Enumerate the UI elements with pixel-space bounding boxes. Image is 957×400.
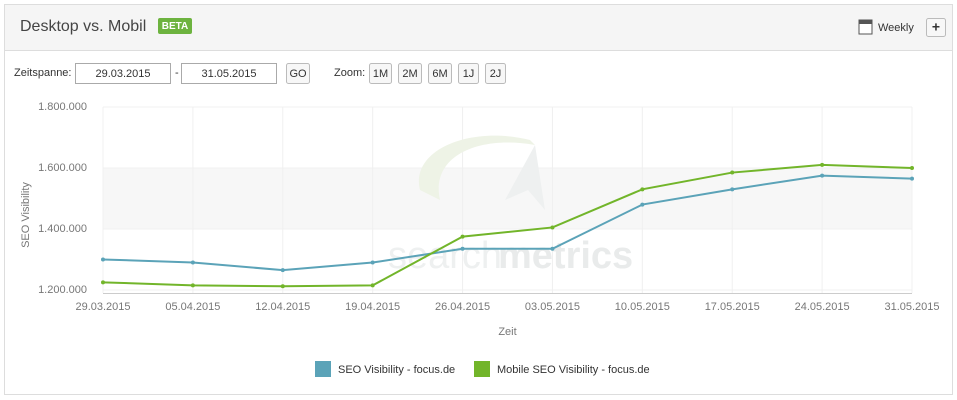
data-point xyxy=(101,257,105,262)
zoom-button[interactable] xyxy=(398,63,422,84)
calendar-icon-top xyxy=(859,20,872,24)
data-point xyxy=(640,187,645,192)
x-tick-label: 12.04.2015 xyxy=(255,301,310,313)
zoom-button[interactable] xyxy=(458,63,479,84)
data-point xyxy=(820,162,825,167)
zoom-label: 6M xyxy=(432,68,447,80)
zoom-label: Zoom: xyxy=(334,67,365,79)
data-point xyxy=(101,280,105,285)
data-point xyxy=(190,283,195,288)
to-input[interactable] xyxy=(181,63,277,84)
data-point xyxy=(370,260,375,265)
add-button[interactable] xyxy=(926,18,946,37)
data-point xyxy=(640,202,645,207)
range-label: Zeitspanne: xyxy=(14,67,71,79)
watermark-arrow xyxy=(505,145,545,210)
panel-header xyxy=(5,5,952,50)
x-tick-label: 10.05.2015 xyxy=(615,301,670,313)
go-button[interactable] xyxy=(286,63,310,84)
data-point xyxy=(730,170,735,175)
zoom-label: 2J xyxy=(490,68,502,80)
from-value: 29.03.2015 xyxy=(95,68,150,80)
zoom-button[interactable] xyxy=(369,63,392,84)
y-axis-title: SEO Visibility xyxy=(20,182,32,248)
beta-badge xyxy=(158,18,192,34)
zoom-button[interactable] xyxy=(485,63,506,84)
legend-item[interactable]: Mobile SEO Visibility - focus.de xyxy=(474,361,650,377)
x-tick-label: 05.04.2015 xyxy=(165,301,220,313)
go-label: GO xyxy=(289,68,307,80)
y-tick-label: 1.800.000 xyxy=(38,101,87,113)
add-label: + xyxy=(932,19,940,35)
data-point xyxy=(910,176,914,181)
range-separator: - xyxy=(175,67,179,79)
x-tick-label: 19.04.2015 xyxy=(345,301,400,313)
from-input[interactable] xyxy=(75,63,171,84)
zoom-label: 1M xyxy=(373,68,388,80)
data-point xyxy=(460,246,465,251)
data-point xyxy=(910,165,914,170)
data-point xyxy=(460,234,465,239)
weekly-label: Weekly xyxy=(878,22,914,34)
zoom-buttons: 1M 2M 6M 1J 2J xyxy=(369,63,506,84)
y-tick-label: 1.600.000 xyxy=(38,162,87,174)
legend-label: SEO Visibility - focus.de xyxy=(338,364,455,376)
x-tick-label: 31.05.2015 xyxy=(884,301,939,313)
legend-item[interactable]: SEO Visibility - focus.de xyxy=(315,361,455,377)
legend-label: Mobile SEO Visibility - focus.de xyxy=(497,364,650,376)
zoom-label: 2M xyxy=(402,68,417,80)
zoom-button[interactable] xyxy=(428,63,452,84)
panel-title: Desktop vs. Mobil xyxy=(20,18,146,35)
y-tick-label: 1.400.000 xyxy=(38,223,87,235)
series-line xyxy=(102,174,913,272)
zoom-label: 1J xyxy=(463,68,475,80)
data-point xyxy=(190,260,195,265)
data-point xyxy=(280,284,285,289)
data-point xyxy=(730,187,735,192)
x-axis-title: Zeit xyxy=(498,326,516,338)
x-tick-label: 24.05.2015 xyxy=(795,301,850,313)
data-point xyxy=(820,173,825,178)
legend-swatch xyxy=(315,361,331,377)
y-tick-label: 1.200.000 xyxy=(38,284,87,296)
data-point xyxy=(550,225,555,230)
weekly-toggle[interactable]: Weekly xyxy=(858,19,914,35)
beta-text: BETA xyxy=(162,21,188,32)
series-line xyxy=(102,163,913,288)
watermark-logo xyxy=(418,135,535,200)
watermark-search: search xyxy=(388,235,502,277)
chart: 1.200.000 1.400.000 1.600.000 1.800.000 29.0… xyxy=(20,101,940,377)
x-tick-label: 17.05.2015 xyxy=(705,301,760,313)
legend-swatch xyxy=(474,361,490,377)
data-point xyxy=(550,246,555,251)
x-tick-label: 03.05.2015 xyxy=(525,301,580,313)
data-point xyxy=(280,268,285,273)
x-tick-label: 26.04.2015 xyxy=(435,301,490,313)
x-tick-label: 29.03.2015 xyxy=(75,301,130,313)
data-point xyxy=(370,283,375,288)
to-value: 31.05.2015 xyxy=(201,68,256,80)
